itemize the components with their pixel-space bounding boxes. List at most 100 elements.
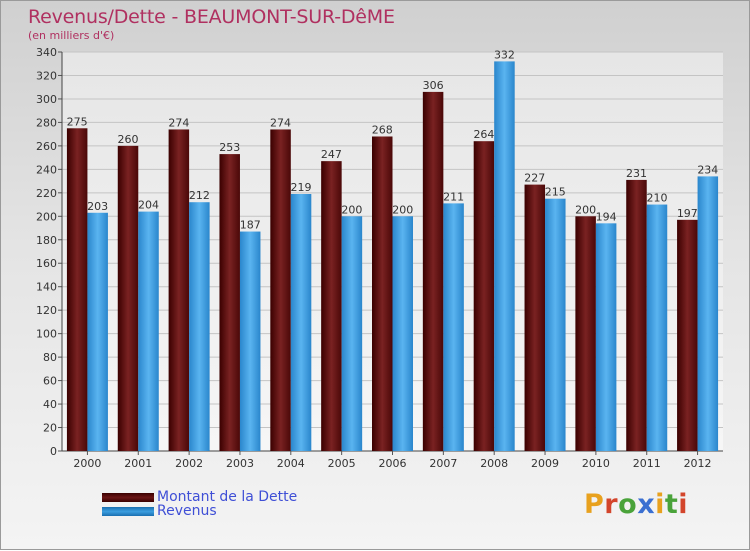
- x-tick-label: 2012: [684, 457, 712, 470]
- legend-label-dette: Montant de la Dette: [157, 489, 298, 505]
- data-label: 227: [524, 172, 545, 185]
- bar-revenus: [545, 198, 566, 451]
- x-tick-label: 2006: [379, 457, 407, 470]
- data-label: 204: [138, 199, 159, 212]
- bar-revenus: [341, 216, 363, 451]
- data-label: 274: [168, 116, 189, 129]
- bar-dette: [626, 179, 647, 451]
- data-label: 247: [321, 148, 342, 161]
- legend-item-revenus: Revenus: [102, 503, 217, 519]
- y-tick-label: 180: [36, 234, 57, 247]
- bar-revenus: [87, 212, 108, 451]
- bar-revenus: [443, 203, 464, 451]
- bar-revenus: [595, 223, 617, 451]
- y-tick-label: 140: [36, 281, 57, 294]
- bar-dette: [422, 91, 444, 452]
- data-label: 197: [677, 207, 698, 220]
- y-tick-label: 200: [36, 210, 57, 223]
- bar-revenus: [239, 231, 261, 451]
- x-tick-label: 2009: [531, 457, 559, 470]
- legend-label-revenus: Revenus: [157, 503, 217, 519]
- data-label: 210: [646, 192, 667, 205]
- logo-letter: i: [655, 489, 665, 520]
- bar-dette: [117, 145, 139, 451]
- data-label: 234: [697, 163, 718, 176]
- logo-letter: i: [678, 489, 689, 520]
- y-tick-label: 100: [36, 328, 57, 341]
- data-label: 231: [626, 167, 647, 180]
- data-label: 274: [270, 116, 291, 129]
- y-tick-label: 300: [36, 93, 57, 106]
- y-tick-label: 220: [36, 187, 57, 200]
- chart-subtitle: (en milliers d'€): [28, 29, 115, 42]
- data-label: 212: [189, 189, 210, 202]
- legend-swatch-revenus: [102, 506, 154, 516]
- data-label: 200: [575, 203, 596, 216]
- logo-letter: r: [604, 489, 619, 520]
- y-tick-label: 260: [36, 140, 57, 153]
- bar-dette: [270, 129, 291, 451]
- bar-revenus: [392, 216, 413, 451]
- bar-dette: [321, 161, 342, 451]
- logo-letter: o: [618, 489, 638, 520]
- bar-dette: [168, 129, 190, 451]
- y-tick-label: 320: [36, 69, 57, 82]
- data-label: 219: [291, 181, 312, 194]
- y-tick-label: 340: [36, 46, 57, 59]
- bar-dette: [473, 141, 495, 451]
- data-label: 215: [545, 186, 566, 199]
- data-label: 200: [341, 203, 362, 216]
- x-tick-label: 2005: [328, 457, 356, 470]
- y-tick-label: 40: [43, 398, 57, 411]
- proxiti-logo: Proxiti: [584, 489, 688, 520]
- x-tick-label: 2008: [480, 457, 508, 470]
- bar-dette: [677, 219, 698, 451]
- x-tick-label: 2001: [124, 457, 152, 470]
- x-tick-label: 2002: [175, 457, 203, 470]
- y-tick-label: 120: [36, 304, 57, 317]
- bar-dette: [219, 154, 240, 452]
- x-tick-label: 2004: [277, 457, 305, 470]
- data-label: 200: [392, 203, 413, 216]
- legend-item-dette: Montant de la Dette: [102, 489, 297, 505]
- bar-revenus: [494, 61, 515, 451]
- bar-dette: [66, 128, 88, 451]
- data-label: 203: [87, 200, 108, 213]
- y-tick-label: 60: [43, 375, 57, 388]
- bar-revenus: [646, 204, 668, 451]
- x-tick-label: 2010: [582, 457, 610, 470]
- y-tick-label: 20: [43, 422, 57, 435]
- bar-dette: [524, 184, 546, 451]
- y-tick-label: 80: [43, 351, 57, 364]
- y-tick-label: 160: [36, 257, 57, 270]
- bar-dette: [372, 136, 393, 451]
- bar-revenus: [189, 202, 210, 451]
- data-label: 268: [372, 123, 393, 136]
- y-tick-label: 0: [50, 445, 57, 458]
- y-tick-label: 240: [36, 163, 57, 176]
- data-label: 194: [596, 210, 617, 223]
- y-tick-label: 280: [36, 116, 57, 129]
- data-label: 260: [118, 133, 139, 146]
- data-label: 264: [473, 128, 494, 141]
- logo-letter: P: [584, 489, 605, 520]
- logo-letter: x: [637, 489, 656, 520]
- bar-revenus: [138, 211, 159, 451]
- legend-swatch-dette: [102, 492, 154, 502]
- bar-revenus: [697, 176, 719, 452]
- bar-dette: [575, 216, 596, 451]
- x-tick-label: 2003: [226, 457, 254, 470]
- x-tick-label: 2007: [429, 457, 457, 470]
- logo-letter: t: [664, 489, 679, 520]
- x-tick-label: 2000: [73, 457, 101, 470]
- data-label: 275: [67, 115, 88, 128]
- chart-title: Revenus/Dette - BEAUMONT-SUR-DêME: [28, 6, 395, 28]
- data-label: 253: [219, 141, 240, 154]
- data-label: 211: [443, 190, 464, 203]
- data-label: 332: [494, 48, 515, 61]
- bar-revenus: [290, 193, 312, 451]
- x-tick-label: 2011: [633, 457, 661, 470]
- data-label: 187: [240, 219, 261, 232]
